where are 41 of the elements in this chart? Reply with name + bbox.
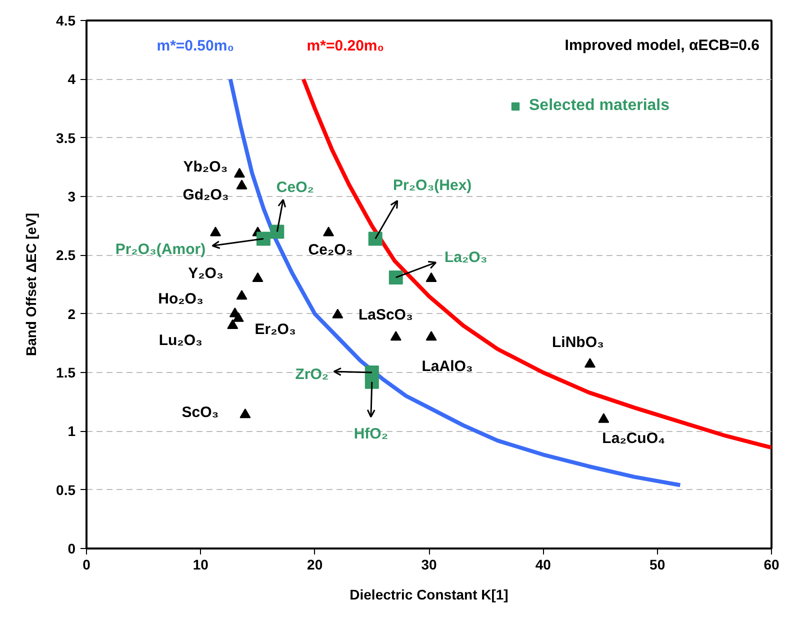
- series-label: m*=0.20m₀: [306, 38, 384, 55]
- annotation: La₂CuO₄: [602, 430, 666, 447]
- y-axis-title: Band Offset ΔEC [eV]: [23, 212, 40, 356]
- y-tick-label: 2.5: [56, 247, 76, 264]
- x-tick-label: 10: [192, 556, 209, 572]
- annotation: LiNbO₃: [552, 334, 604, 351]
- y-tick-label: 3: [68, 188, 76, 204]
- annotation: ZrO₂: [295, 366, 329, 383]
- annotation: ScO₃: [182, 404, 219, 422]
- annotation: LaScO₃: [358, 306, 413, 324]
- annotation: Pr₂O₃(Amor): [115, 241, 206, 258]
- x-tick-label: 0: [82, 556, 91, 572]
- x-tick-label: 20: [307, 556, 323, 572]
- y-tick-label: 0: [68, 540, 76, 556]
- annotation: Pr₂O₃(Hex): [393, 177, 472, 194]
- y-tick-label: 4.5: [56, 12, 76, 28]
- y-tick-label: 1: [68, 423, 76, 440]
- annotation: Lu₂O₃: [158, 332, 202, 350]
- annotation: LaAlO₃: [422, 358, 473, 375]
- annotation: Improved model, αECB=0.6: [564, 37, 760, 54]
- annotation: CeO₂: [276, 179, 314, 196]
- x-tick-label: 30: [421, 556, 437, 572]
- y-tick-label: 4: [68, 71, 76, 88]
- y-tick-label: 0.5: [56, 482, 76, 498]
- y-tick-label: 3.5: [56, 130, 76, 146]
- x-axis-title: Dielectric Constant K[1]: [350, 586, 508, 602]
- annotation: Yb₂O₃: [183, 158, 228, 176]
- x-tick-label: 50: [650, 556, 666, 572]
- annotation: Er₂O₃: [254, 321, 296, 338]
- y-tick-label: 2: [68, 306, 76, 322]
- annotation: HfO₂: [354, 425, 388, 442]
- annotation: La₂O₃: [444, 248, 488, 266]
- x-tick-label: 40: [535, 556, 552, 572]
- annotation: Gd₂O₃: [182, 186, 229, 204]
- series-label: m*=0.50m₀: [156, 38, 234, 55]
- annotation: Ce₂O₃: [308, 241, 353, 258]
- y-tick-label: 1.5: [56, 364, 76, 380]
- annotation: Y₂O₃: [188, 265, 224, 282]
- annotation: Ho₂O₃: [158, 290, 204, 308]
- x-tick-label: 60: [764, 556, 780, 572]
- legend-label: Selected materials: [529, 97, 670, 115]
